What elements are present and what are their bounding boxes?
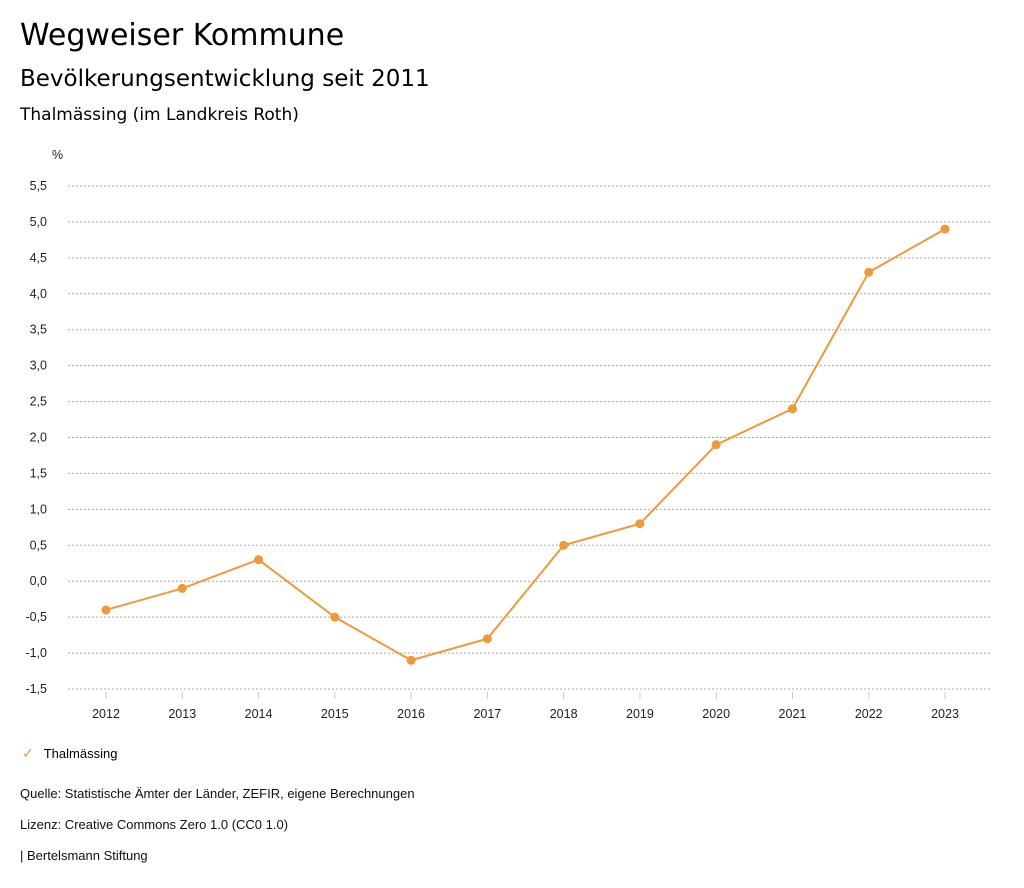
- x-tick-label: 2022: [855, 707, 883, 721]
- x-tick-label: 2015: [321, 707, 349, 721]
- data-point: [635, 519, 645, 529]
- x-tick-label: 2019: [626, 707, 654, 721]
- data-point: [177, 583, 187, 593]
- data-point: [101, 605, 111, 615]
- data-point: [711, 440, 721, 450]
- y-tick-label: 0,5: [30, 538, 47, 552]
- y-tick-label: 2,5: [30, 395, 47, 409]
- data-point: [254, 555, 264, 565]
- y-tick-label: 0,0: [30, 574, 47, 588]
- data-point: [406, 655, 416, 665]
- x-tick-label: 2021: [779, 707, 807, 721]
- data-point: [864, 267, 874, 277]
- y-axis-label: %: [52, 148, 63, 162]
- region-title: Thalmässing (im Landkreis Roth): [20, 105, 299, 125]
- check-icon: ✓: [22, 745, 34, 761]
- y-tick-label: 3,0: [30, 359, 47, 373]
- x-tick-label: 2017: [473, 707, 501, 721]
- y-tick-label: 1,5: [30, 466, 47, 480]
- data-point: [330, 612, 340, 622]
- series-line-thalmassing: [105, 228, 946, 662]
- y-tick-label: 5,0: [30, 215, 47, 229]
- x-tick-label: 2014: [245, 707, 273, 721]
- app-title: Wegweiser Kommune: [20, 18, 345, 53]
- data-point: [787, 404, 797, 414]
- chart-subtitle: Bevölkerungsentwicklung seit 2011: [20, 66, 430, 92]
- y-tick-label: 1,0: [30, 502, 47, 516]
- legend-item-thalmassing[interactable]: ✓ Thalmässing: [22, 745, 117, 762]
- data-point: [940, 224, 950, 234]
- x-tick-label: 2023: [931, 707, 959, 721]
- y-tick-label: 5,5: [30, 179, 47, 193]
- y-tick-label: -0,5: [25, 610, 47, 624]
- x-tick-label: 2020: [702, 707, 730, 721]
- x-tick-label: 2012: [92, 707, 120, 721]
- data-point: [559, 540, 569, 550]
- line-chart: % 5,5 5,0 4,5 4,0 3,5 3,0 2,5 2,0 1,5 1,0 0,5 0,0 -0…: [25, 148, 990, 721]
- y-tick-label: -1,5: [25, 682, 47, 696]
- publisher-text: | Bertelsmann Stiftung: [20, 848, 148, 863]
- x-tick-label: 2018: [550, 707, 578, 721]
- x-tick-label: 2016: [397, 707, 425, 721]
- x-tick-label: 2013: [168, 707, 196, 721]
- y-tick-label: -1,0: [25, 646, 47, 660]
- y-tick-label: 4,0: [30, 287, 47, 301]
- y-tick-label: 4,5: [30, 251, 47, 265]
- legend-label: Thalmässing: [43, 746, 118, 761]
- data-point: [482, 634, 492, 644]
- source-text: Quelle: Statistische Ämter der Länder, Z…: [20, 786, 415, 801]
- y-tick-label: 3,5: [30, 323, 47, 337]
- y-tick-label: 2,0: [30, 431, 47, 445]
- license-text: Lizenz: Creative Commons Zero 1.0 (CC0 1…: [20, 817, 289, 832]
